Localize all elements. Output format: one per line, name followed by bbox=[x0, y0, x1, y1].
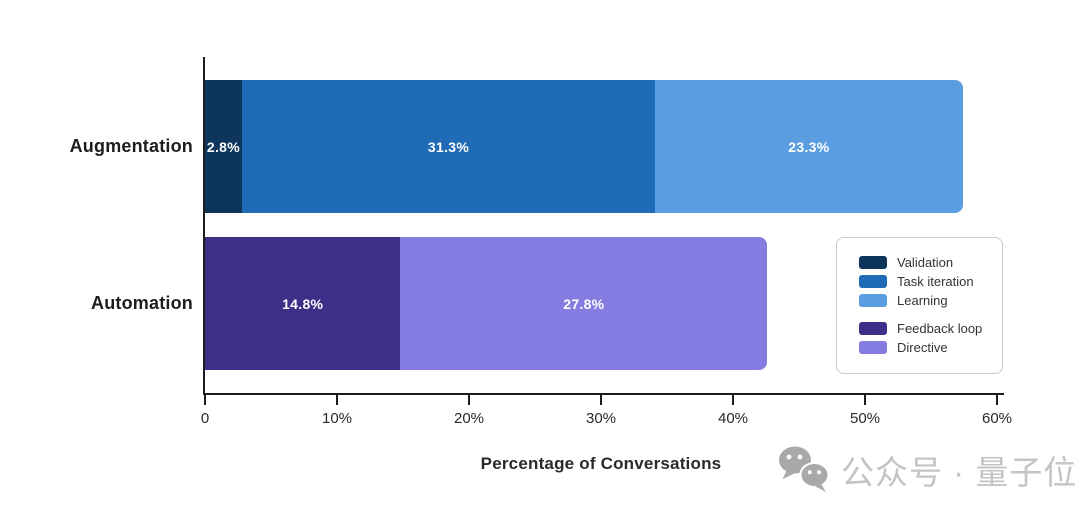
legend-item-validation: Validation bbox=[859, 253, 1002, 272]
legend-swatch bbox=[859, 275, 887, 288]
bar-segment-validation: 2.8% bbox=[205, 80, 242, 213]
value-label: 27.8% bbox=[563, 295, 605, 312]
x-axis-tick-label: 40% bbox=[717, 410, 749, 427]
x-axis-line bbox=[203, 393, 1004, 395]
value-label: 23.3% bbox=[788, 138, 830, 155]
legend-item-feedback-loop: Feedback loop bbox=[859, 319, 1002, 338]
legend: Validation Task iteration Learning Feedback… bbox=[836, 237, 1003, 374]
x-axis-tick bbox=[600, 395, 602, 405]
bar-segment-directive: 27.8% bbox=[400, 237, 768, 370]
legend-label: Directive bbox=[897, 340, 948, 355]
legend-label: Learning bbox=[897, 293, 948, 308]
legend-swatch bbox=[859, 256, 887, 269]
legend-label: Task iteration bbox=[897, 274, 974, 289]
x-axis-title: Percentage of Conversations bbox=[480, 454, 722, 473]
x-axis-tick bbox=[996, 395, 998, 405]
x-axis-tick-label: 10% bbox=[321, 410, 353, 427]
x-axis-tick-label: 0 bbox=[200, 410, 210, 427]
x-axis-tick-label: 50% bbox=[849, 410, 881, 427]
x-axis-tick bbox=[204, 395, 206, 405]
x-axis-tick bbox=[864, 395, 866, 405]
x-axis-tick-label: 30% bbox=[585, 410, 617, 427]
legend-item-task-iteration: Task iteration bbox=[859, 272, 1002, 291]
x-axis-tick-label: 60% bbox=[981, 410, 1013, 427]
x-axis-tick bbox=[732, 395, 734, 405]
legend-swatch bbox=[859, 341, 887, 354]
legend-group: Feedback loop Directive bbox=[859, 319, 1002, 357]
x-axis-tick-label: 20% bbox=[453, 410, 485, 427]
legend-item-learning: Learning bbox=[859, 291, 1002, 310]
bar-segment-learning: 23.3% bbox=[655, 80, 963, 213]
watermark: 公众号 · 量子位 bbox=[776, 441, 1077, 499]
wechat-icon bbox=[779, 446, 830, 492]
category-label-automation: Automation bbox=[91, 293, 193, 313]
legend-swatch bbox=[859, 294, 887, 307]
watermark-text: 公众号 · 量子位 bbox=[841, 454, 1078, 491]
bar-segment-feedback-loop: 14.8% bbox=[205, 237, 401, 370]
category-label-augmentation: Augmentation bbox=[69, 136, 193, 156]
x-axis-tick bbox=[468, 395, 470, 405]
value-label: 2.8% bbox=[206, 138, 241, 155]
legend-group: Validation Task iteration Learning bbox=[859, 253, 1002, 310]
legend-label: Validation bbox=[897, 255, 954, 270]
value-label: 31.3% bbox=[427, 138, 470, 155]
legend-label: Feedback loop bbox=[897, 321, 983, 336]
legend-swatch bbox=[859, 322, 887, 335]
y-axis-line bbox=[203, 57, 205, 395]
legend-item-directive: Directive bbox=[859, 338, 1002, 357]
bar-segment-task-iteration: 31.3% bbox=[241, 80, 656, 213]
x-axis-tick bbox=[336, 395, 338, 405]
value-label: 14.8% bbox=[282, 295, 324, 312]
